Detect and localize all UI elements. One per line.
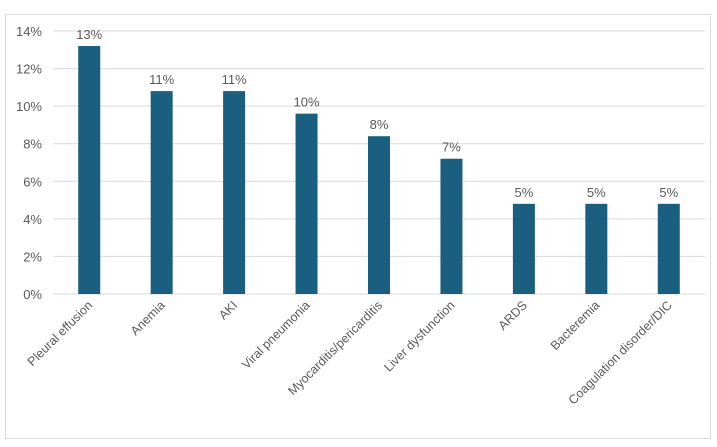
bar xyxy=(368,136,390,294)
bar xyxy=(512,203,535,294)
y-tick-label: 8% xyxy=(23,137,42,152)
x-tick-label: Viral pneumonia xyxy=(239,298,313,372)
bar xyxy=(295,113,318,295)
y-tick-label: 6% xyxy=(23,174,42,189)
data-label: 11% xyxy=(222,72,247,87)
data-label: 10% xyxy=(294,95,320,110)
data-label: 5% xyxy=(659,185,678,200)
data-label: 11% xyxy=(149,72,174,87)
y-tick-label: 14% xyxy=(16,24,42,39)
bar xyxy=(657,203,680,294)
x-tick-label: ARDS xyxy=(496,298,530,332)
bar xyxy=(150,91,173,294)
x-tick-label: Bacteremia xyxy=(548,298,603,353)
y-tick-label: 2% xyxy=(23,249,42,264)
chart-frame xyxy=(5,14,711,439)
data-label: 8% xyxy=(370,117,389,132)
y-tick-label: 4% xyxy=(23,212,42,227)
x-tick-label: AKI xyxy=(216,298,240,322)
x-tick-label: Liver dysfunction xyxy=(381,298,457,374)
y-tick-label: 10% xyxy=(16,99,42,114)
bar xyxy=(585,203,608,294)
data-label: 5% xyxy=(587,185,606,200)
x-tick-label: Anemia xyxy=(128,298,168,338)
data-label: 5% xyxy=(514,185,533,200)
data-label: 13% xyxy=(76,27,102,42)
bar xyxy=(440,158,463,294)
data-label: 7% xyxy=(442,140,461,155)
y-tick-label: 12% xyxy=(16,62,42,77)
bar xyxy=(223,91,246,294)
x-tick-label: Pleural effusion xyxy=(25,298,96,369)
bar xyxy=(78,46,101,295)
y-tick-label: 0% xyxy=(23,287,42,302)
